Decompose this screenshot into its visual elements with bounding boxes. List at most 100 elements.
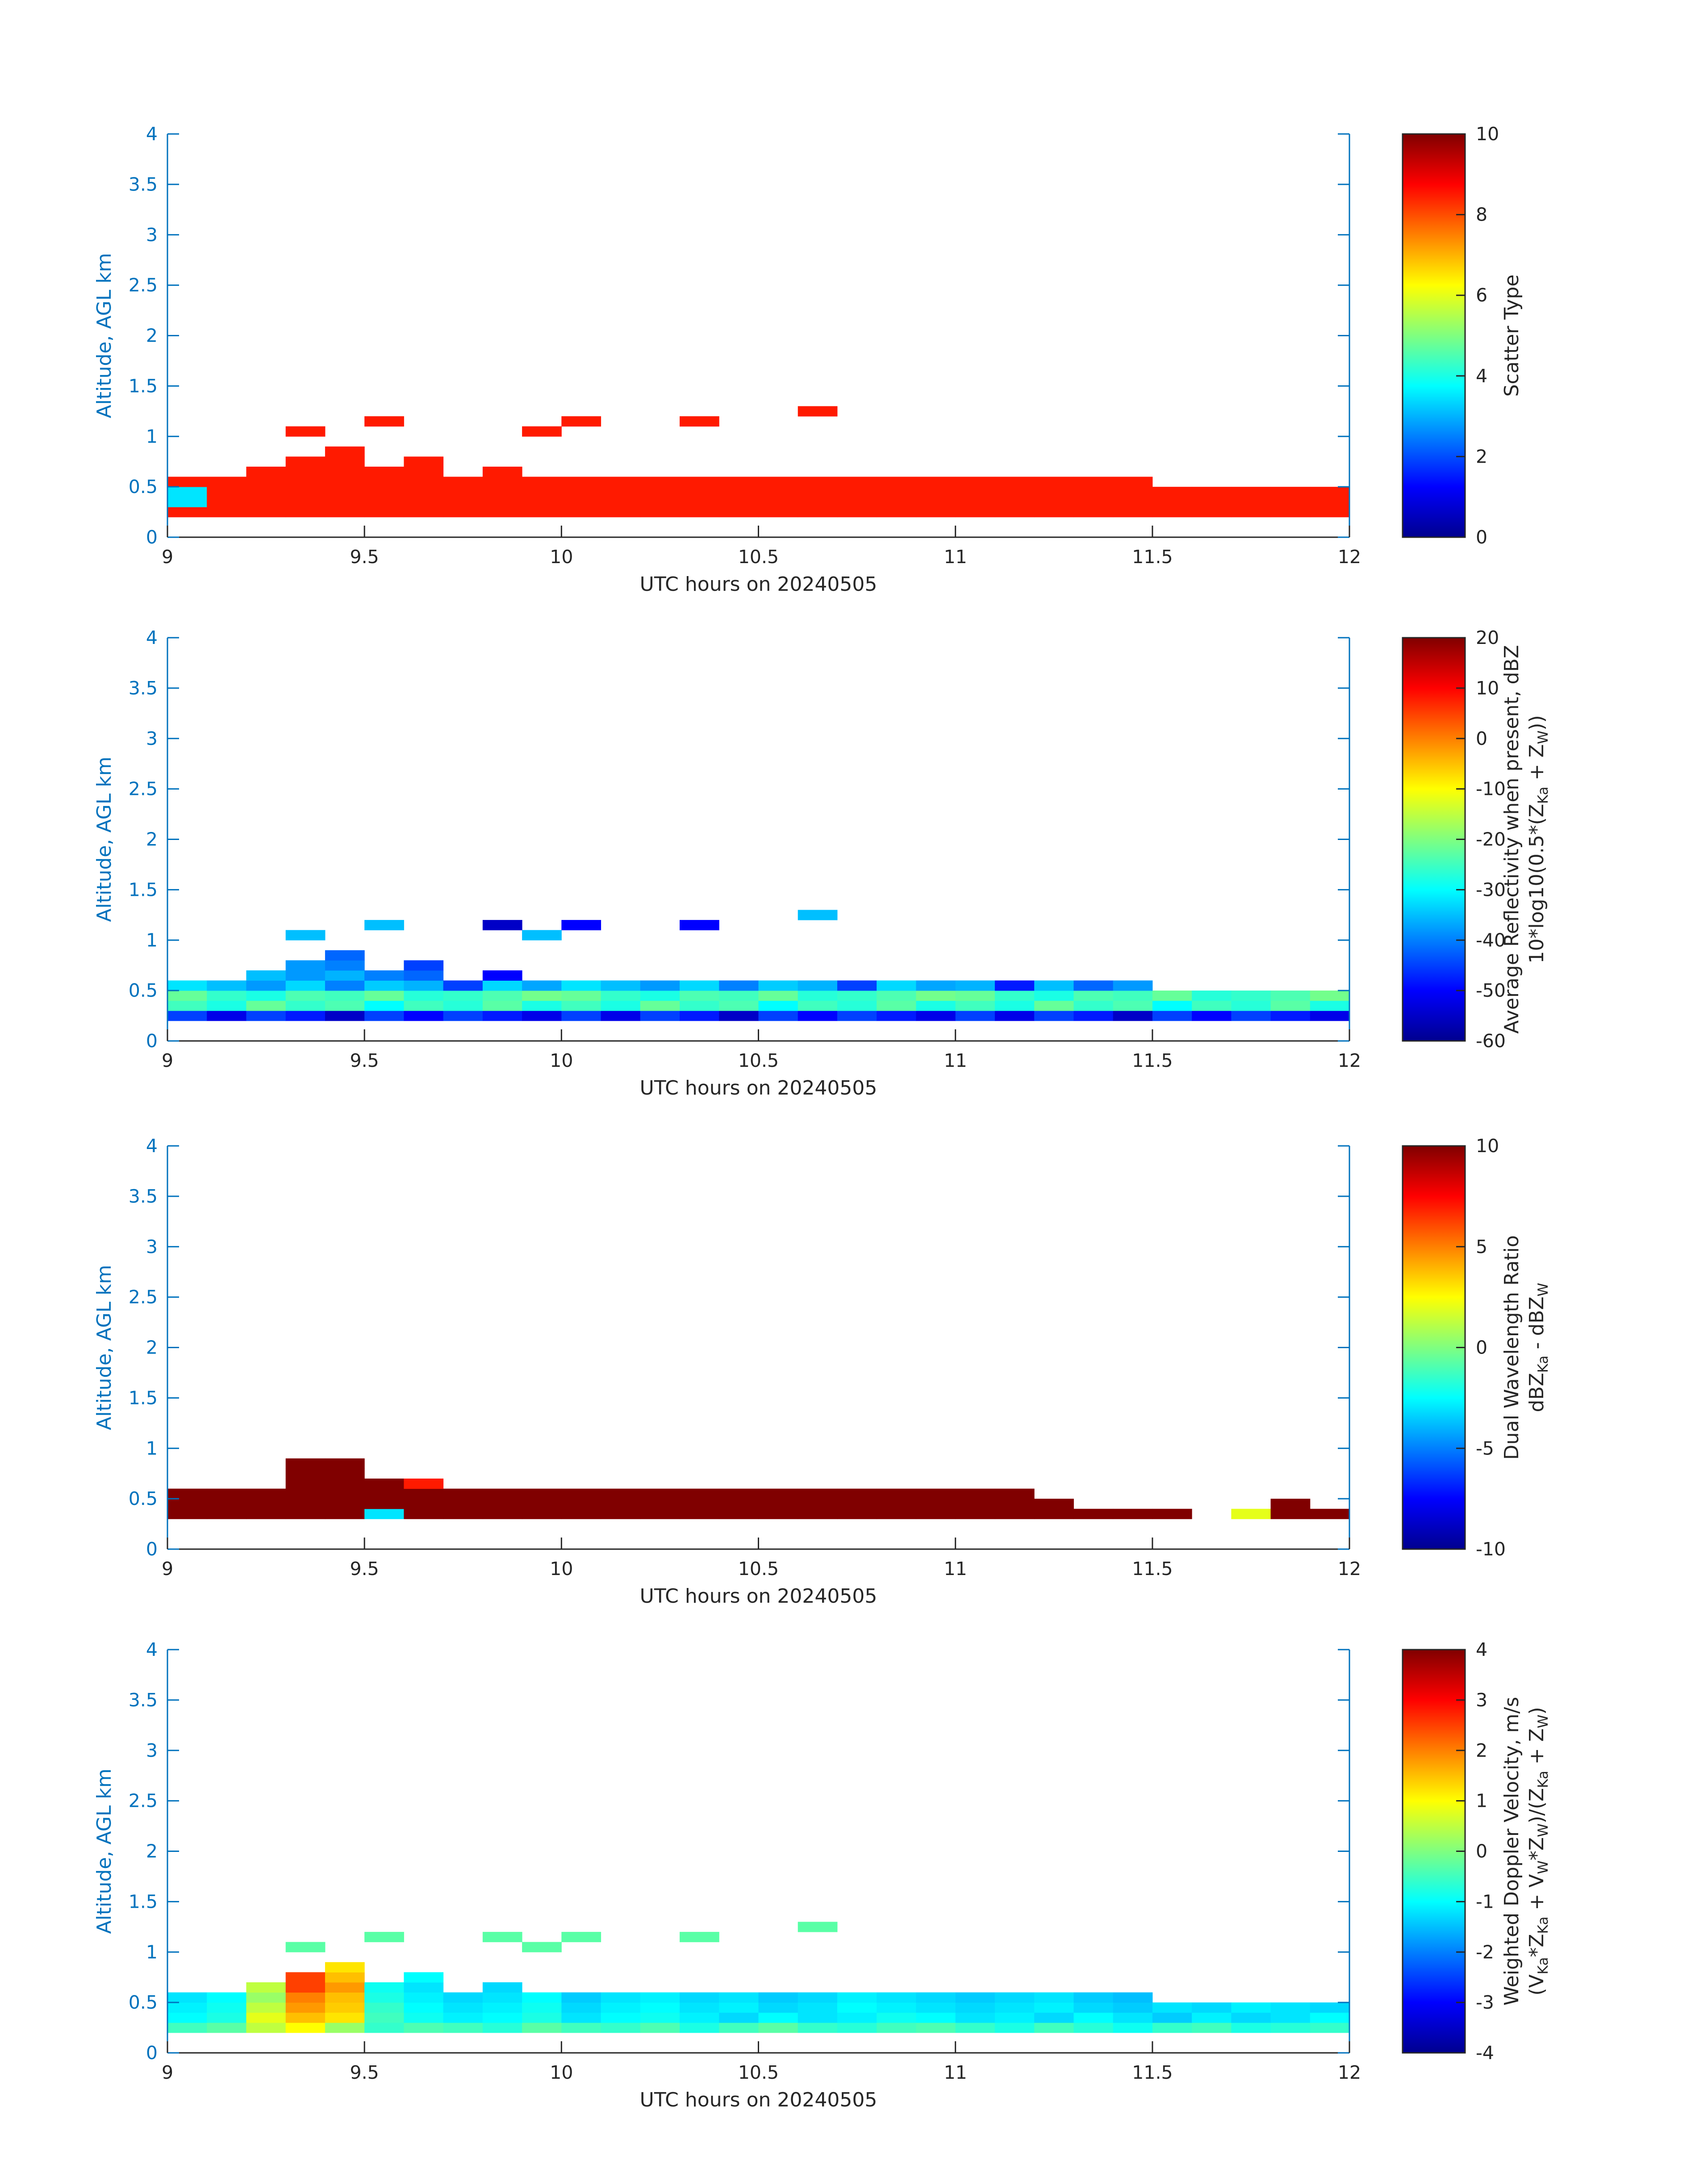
cell (758, 497, 798, 507)
colorbar-tick-label: -4 (1476, 2042, 1494, 2064)
cell (285, 970, 326, 981)
cell (207, 2022, 246, 2033)
cell (837, 2012, 877, 2023)
cell (1034, 497, 1074, 507)
cell (285, 930, 326, 940)
cell (640, 497, 680, 507)
cell (758, 990, 798, 1001)
cell (325, 507, 365, 518)
cell (680, 416, 719, 427)
cell (877, 1992, 916, 2003)
cell (1231, 1508, 1271, 1519)
cell (1034, 980, 1074, 991)
y-tick-label: 0.5 (129, 1992, 158, 2013)
cell (1113, 487, 1153, 497)
cell (167, 487, 207, 497)
cell (994, 487, 1035, 497)
cell (207, 990, 246, 1001)
cell (364, 1000, 404, 1011)
x-tick-label: 9.5 (350, 546, 379, 568)
cell (364, 466, 404, 477)
y-tick-label: 0 (146, 526, 158, 548)
cell (1310, 2002, 1350, 2013)
y-tick-label: 3 (146, 224, 158, 246)
cell (167, 1011, 207, 1021)
cell (285, 1468, 326, 1479)
y-tick-label: 1.5 (129, 375, 158, 397)
cell (877, 1508, 916, 1519)
x-tick-label: 12 (1338, 2062, 1361, 2083)
cell (798, 406, 838, 417)
y-tick-label: 1 (146, 1941, 158, 1963)
cell (916, 1499, 956, 1509)
cell (482, 2002, 522, 2013)
x-tick-label: 10 (550, 546, 573, 568)
cell (404, 960, 444, 971)
cell (758, 1000, 798, 1011)
colorbar-label: (VKa*ZKa + VW*ZW)/(ZKa + ZW) (1525, 1707, 1551, 1995)
colorbar-label: Dual Wavelength Ratio (1500, 1235, 1523, 1460)
x-tick-label: 11 (944, 1558, 967, 1579)
colorbar-tick-label: 0 (1476, 728, 1487, 749)
cell (364, 990, 404, 1001)
colorbar-tick-label: 10 (1476, 1135, 1499, 1157)
x-tick-label: 9 (162, 1050, 173, 1071)
y-tick-label: 0 (146, 2042, 158, 2064)
cell (1231, 497, 1271, 507)
cell (798, 2012, 838, 2023)
y-tick-label: 4 (146, 627, 158, 648)
cell (404, 1011, 444, 1021)
cell (719, 487, 759, 497)
colorbar-tick-label: -5 (1476, 1437, 1494, 1459)
cell (1113, 476, 1153, 487)
cell (719, 2022, 759, 2033)
x-tick-label: 10.5 (738, 2062, 779, 2083)
cell (601, 1011, 641, 1021)
cell (601, 497, 641, 507)
cell (246, 980, 286, 991)
cell (561, 2012, 601, 2023)
cell (1113, 1508, 1153, 1519)
cell (443, 1011, 483, 1021)
cell (325, 2012, 365, 2023)
cell (640, 1992, 680, 2003)
cell (443, 2022, 483, 2033)
cell (877, 1011, 916, 1021)
cell (325, 2022, 365, 2033)
colorbar-tick-label: 20 (1476, 627, 1499, 648)
y-axis-label: Altitude, AGL km (93, 1265, 116, 1430)
colorbar-tick-label: 8 (1476, 204, 1487, 226)
cell (837, 507, 877, 518)
cell (680, 1499, 719, 1509)
x-tick-label: 12 (1338, 546, 1361, 568)
cell (994, 1011, 1035, 1021)
cell (561, 2002, 601, 2013)
cell (1231, 1011, 1271, 1021)
cell (1073, 1508, 1114, 1519)
y-tick-label: 4 (146, 1135, 158, 1157)
cell (364, 970, 404, 981)
cell (482, 507, 522, 518)
cell (640, 1499, 680, 1509)
cell (1192, 487, 1232, 497)
cell (955, 990, 995, 1001)
cell (482, 2022, 522, 2033)
cell (364, 507, 404, 518)
cell (561, 980, 601, 991)
cell (482, 466, 522, 477)
cell (167, 990, 207, 1001)
cell (364, 1992, 404, 2003)
cell (522, 2022, 562, 2033)
cell (877, 507, 916, 518)
cell (837, 1992, 877, 2003)
cell (325, 1488, 365, 1499)
cell (916, 990, 956, 1001)
cell (719, 980, 759, 991)
cell (325, 456, 365, 467)
cell (1192, 2002, 1232, 2013)
cell (561, 476, 601, 487)
cell (601, 980, 641, 991)
x-tick-label: 11 (944, 2062, 967, 2083)
cell (285, 1011, 326, 1021)
cell (285, 2022, 326, 2033)
